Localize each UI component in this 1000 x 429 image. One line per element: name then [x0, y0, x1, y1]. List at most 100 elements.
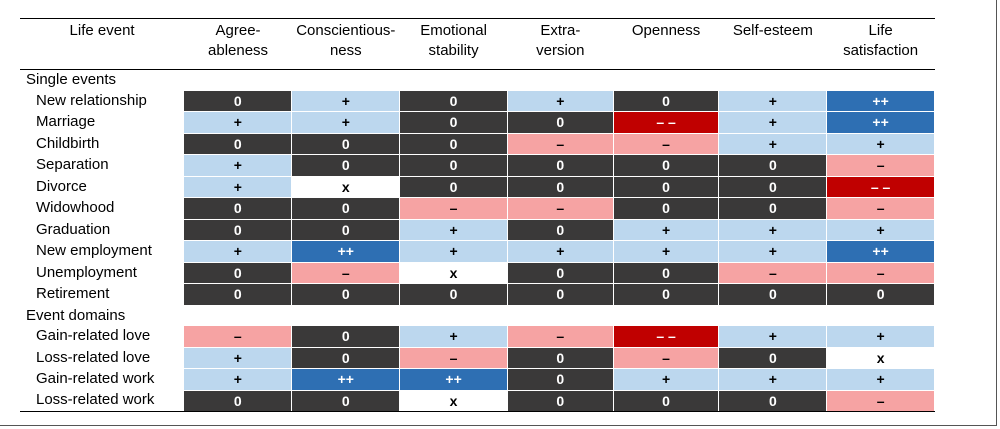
effect-cell: + [826, 219, 935, 241]
effect-cell: 0 [826, 283, 935, 306]
header-row: Life event Agree-ableness Conscientious-ne… [20, 18, 935, 70]
effect-cell: x [291, 176, 401, 198]
effect-cell: 0 [507, 262, 614, 284]
table-row: New relationship 0 +0 +0 + ++ [20, 90, 935, 112]
effect-cell: + [399, 219, 508, 241]
effect-cell: + [718, 326, 828, 348]
row-label: Marriage [36, 113, 96, 130]
row-label: Graduation [36, 220, 111, 238]
effect-cell: + [826, 368, 935, 391]
effect-cell: ++ [291, 240, 401, 263]
effect-cell: 0 [184, 90, 293, 112]
effect-cell: 0 [507, 219, 614, 241]
effect-cell: + [291, 111, 401, 134]
effect-cell: + [507, 240, 614, 263]
effect-cell: 0 [291, 390, 401, 412]
effect-cell: 0 [613, 176, 720, 198]
effect-cell: 0 [291, 154, 401, 177]
effect-cell: 0 [399, 133, 508, 155]
effect-cell: 0 [184, 283, 293, 306]
effect-cell: 0 [613, 283, 720, 306]
effect-cell: ++ [826, 240, 935, 263]
effect-cell: 0 [184, 262, 293, 284]
table-row: Unemployment 0– x 0 0– – [20, 262, 935, 284]
table-row: Widowhood 0 0– –0 0– [20, 197, 935, 220]
effect-cell: 0 [507, 347, 614, 369]
effect-cell: 0 [399, 176, 508, 198]
header-agreeableness: Agree-ableness [184, 18, 292, 70]
effect-cell: 0 [718, 283, 828, 306]
effect-cell: + [184, 347, 293, 369]
effect-cell: 0 [613, 390, 720, 412]
row-label: Widowhood [36, 199, 115, 216]
row-label: Loss-related work [20, 390, 185, 412]
effect-cell: – [826, 197, 935, 220]
effect-cell: – [613, 133, 720, 155]
effect-cell: + [184, 154, 293, 177]
effect-cell: – [507, 133, 614, 155]
effect-cell: + [613, 219, 720, 241]
row-label: Retirement [36, 285, 110, 302]
effect-cell: 0 [613, 197, 720, 220]
effect-cell: 0 [184, 219, 293, 241]
effect-cell: 0 [399, 111, 508, 134]
effect-cell: x [826, 347, 935, 369]
section-title: Event domains [26, 306, 126, 324]
effect-cell: 0 [184, 197, 293, 220]
effect-cell: 0 [399, 283, 508, 306]
effect-cell: 0 [291, 283, 401, 306]
row-label: Divorce [36, 177, 87, 195]
table-row: Gain-related work + ++ ++ 0 + + + [20, 368, 935, 391]
section-title: Single events [26, 71, 117, 88]
effect-cell: – [613, 347, 720, 369]
section-header-row: Single events [20, 70, 935, 91]
effect-cell: 0 [507, 368, 614, 391]
effect-cell: – – [613, 326, 720, 348]
effect-cell: 0 [399, 154, 508, 177]
effect-cell: + [718, 219, 828, 241]
effect-cell: – [826, 262, 935, 284]
effect-cell: 0 [613, 262, 720, 284]
header-life-event: Life event [20, 18, 185, 70]
row-label: Unemployment [36, 263, 137, 281]
effect-cell: + [291, 90, 401, 112]
header-openness: Openness [613, 18, 719, 70]
row-label: New relationship [36, 91, 147, 109]
effect-cell: + [184, 176, 293, 198]
effect-cell: ++ [399, 368, 508, 391]
effect-cell: x [399, 390, 508, 412]
effect-cell: + [184, 368, 293, 391]
effect-cell: 0 [291, 197, 401, 220]
effect-cell: 0 [184, 133, 293, 155]
effect-cell: ++ [826, 90, 935, 112]
effect-cell: + [399, 240, 508, 263]
table-row: Separation +0 0 0 0 0– [20, 154, 935, 177]
effect-cell: – [826, 390, 935, 412]
effect-cell: – [718, 262, 828, 284]
effect-cell: 0 [507, 390, 614, 412]
effect-cell: + [718, 90, 828, 112]
table-row: Childbirth 0 0 0– – + + [20, 133, 935, 155]
row-label: Gain-related love [36, 327, 151, 345]
effect-cell: – – [613, 111, 720, 134]
section-header-row: Event domains [20, 305, 935, 326]
effect-cell: 0 [718, 347, 828, 369]
effect-cell: 0 [399, 90, 508, 112]
effect-cell: 0 [718, 176, 828, 198]
effect-cell: + [718, 111, 828, 134]
effect-cell: 0 [718, 390, 828, 412]
effect-cell: 0 [507, 176, 614, 198]
effect-cell: 0 [507, 154, 614, 177]
effect-cell: + [184, 111, 293, 134]
header-conscientiousness: Conscientious-ness [291, 18, 400, 70]
effect-cell: – [184, 326, 293, 348]
effect-cell: + [718, 368, 828, 391]
effect-cell: + [507, 90, 614, 112]
table-row: Retirement 0 0 0 0 0 0 0 [20, 283, 935, 306]
effect-cell: ++ [826, 111, 935, 134]
effect-cell: – [507, 326, 614, 348]
table-row: Graduation 0 0 +0 + + + [20, 219, 935, 241]
life-events-table: Life event Agree-ableness Conscientious-ne… [20, 18, 935, 412]
table-row: Divorce + x 0 0 0 0– – [20, 176, 935, 198]
